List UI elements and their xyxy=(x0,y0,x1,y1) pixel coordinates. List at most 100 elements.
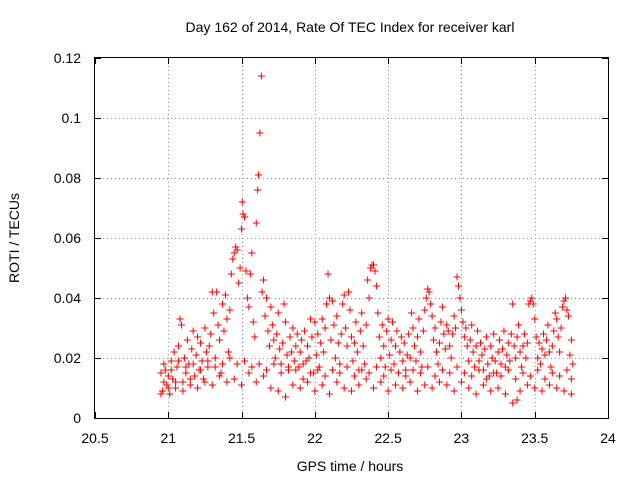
x-axis-tick-labels: 20.5 21 21.5 22 22.5 23 23.5 24 xyxy=(81,430,616,446)
data-point xyxy=(308,333,316,341)
data-point xyxy=(180,354,188,362)
data-point xyxy=(433,348,441,356)
data-point xyxy=(324,270,332,278)
data-point xyxy=(340,384,348,392)
data-point xyxy=(175,357,183,365)
data-point xyxy=(182,363,190,371)
data-point xyxy=(286,333,294,341)
data-point xyxy=(337,330,345,338)
data-point xyxy=(204,357,212,365)
data-point xyxy=(512,354,520,362)
x-tick-label: 22.5 xyxy=(375,430,402,446)
data-point xyxy=(205,342,213,350)
data-point xyxy=(435,339,443,347)
data-point xyxy=(311,318,319,326)
data-point xyxy=(380,342,388,350)
data-point xyxy=(217,369,225,377)
data-point xyxy=(280,300,288,308)
data-point xyxy=(282,318,290,326)
data-point xyxy=(340,291,348,299)
data-point xyxy=(501,390,509,398)
data-point xyxy=(274,309,282,317)
data-point xyxy=(233,246,241,254)
data-point xyxy=(460,369,468,377)
data-point xyxy=(509,300,517,308)
x-tick-label: 22 xyxy=(307,430,323,446)
data-point xyxy=(457,378,465,386)
data-point xyxy=(561,294,569,302)
data-point xyxy=(532,333,540,341)
data-point xyxy=(428,384,436,392)
data-point xyxy=(289,381,297,389)
data-point xyxy=(211,354,219,362)
data-point xyxy=(220,327,228,335)
data-point xyxy=(377,354,385,362)
data-point xyxy=(274,387,282,395)
data-point xyxy=(494,348,502,356)
data-point xyxy=(424,363,432,371)
data-point xyxy=(519,369,527,377)
data-point xyxy=(560,297,568,305)
y-tick-label: 0.1 xyxy=(62,110,82,126)
data-point xyxy=(224,348,232,356)
data-point xyxy=(362,321,370,329)
data-point xyxy=(293,330,301,338)
data-point xyxy=(226,354,234,362)
data-point xyxy=(421,381,429,389)
data-point xyxy=(342,324,350,332)
data-point xyxy=(238,381,246,389)
data-point xyxy=(364,276,372,284)
data-point xyxy=(256,129,264,137)
data-point xyxy=(472,342,480,350)
data-point xyxy=(378,321,386,329)
data-point xyxy=(265,342,273,350)
data-point xyxy=(245,369,253,377)
data-point xyxy=(409,366,417,374)
data-point xyxy=(315,363,323,371)
data-point xyxy=(194,384,202,392)
x-tick-label: 21.5 xyxy=(228,430,255,446)
data-point xyxy=(188,345,196,353)
data-point xyxy=(306,315,314,323)
data-point xyxy=(522,354,530,362)
data-point xyxy=(245,303,253,311)
data-point xyxy=(326,294,334,302)
data-point xyxy=(264,327,272,335)
data-point xyxy=(384,315,392,323)
data-point xyxy=(534,366,542,374)
data-point xyxy=(430,336,438,344)
data-point xyxy=(372,363,380,371)
data-point xyxy=(346,306,354,314)
data-point xyxy=(462,324,470,332)
data-point xyxy=(292,342,300,350)
data-point xyxy=(507,330,515,338)
data-point xyxy=(474,327,482,335)
data-point xyxy=(326,390,334,398)
data-point xyxy=(197,339,205,347)
data-point xyxy=(177,321,185,329)
data-point xyxy=(471,363,479,371)
data-point xyxy=(450,387,458,395)
data-point xyxy=(478,351,486,359)
data-point xyxy=(296,348,304,356)
data-point xyxy=(365,369,373,377)
data-point xyxy=(175,342,183,350)
data-point xyxy=(352,318,360,326)
data-point xyxy=(400,339,408,347)
data-point xyxy=(425,288,433,296)
data-point xyxy=(440,330,448,338)
data-point xyxy=(428,312,436,320)
data-point xyxy=(348,333,355,341)
data-point xyxy=(476,339,484,347)
data-point xyxy=(416,369,424,377)
data-point xyxy=(343,342,351,350)
data-point xyxy=(235,279,243,287)
data-point xyxy=(216,336,224,344)
data-point xyxy=(475,357,483,365)
data-point xyxy=(321,372,329,380)
data-point xyxy=(305,354,313,362)
data-point xyxy=(541,375,549,383)
data-point xyxy=(359,342,367,350)
data-point xyxy=(314,366,322,374)
